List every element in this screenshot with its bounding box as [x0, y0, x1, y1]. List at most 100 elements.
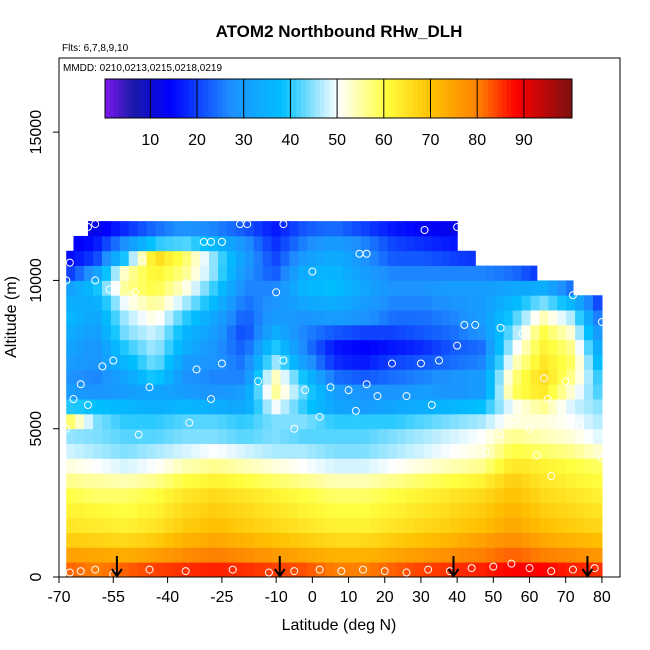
heatmap-cell [503, 547, 514, 563]
heatmap-cell [432, 458, 442, 474]
heatmap-cell [459, 532, 469, 548]
heatmap-cell [218, 310, 228, 326]
heatmap-cell [485, 473, 496, 489]
heatmap-cell [164, 310, 174, 326]
heatmap-cell [414, 235, 424, 252]
heatmap-cell [387, 517, 398, 533]
heatmap-cell [119, 517, 130, 533]
heatmap-cell [548, 310, 558, 326]
data-point [145, 383, 154, 392]
heatmap-cell [387, 221, 398, 237]
heatmap-cell [164, 428, 174, 444]
heatmap-cell [164, 547, 174, 563]
heatmap-cell [512, 562, 523, 578]
heatmap-cell [253, 250, 264, 266]
chart-title: ATOM2 Northbound RHw_DLH [216, 22, 463, 41]
heatmap-cell [280, 517, 291, 533]
heatmap-cell [530, 488, 541, 504]
heatmap-cell [539, 399, 549, 415]
heatmap-cell [244, 562, 255, 578]
heatmap-cell [450, 324, 460, 341]
heatmap-cell [146, 399, 157, 415]
heatmap-cell [66, 413, 76, 430]
heatmap-cell [182, 295, 192, 311]
heatmap-cell [539, 339, 549, 355]
heatmap-cell [271, 369, 282, 385]
heatmap-cell [119, 310, 130, 326]
data-point [228, 565, 237, 574]
heatmap-cell [155, 532, 166, 548]
heatmap-cell [182, 413, 192, 430]
data-point [217, 359, 226, 368]
heatmap-cell [557, 339, 567, 355]
heatmap-cell [530, 458, 541, 474]
heatmap-cell [146, 473, 157, 489]
y-tick-label: 5000 [28, 411, 45, 447]
heatmap-cell [84, 443, 94, 459]
heatmap-cell [226, 250, 237, 266]
heatmap-cell [334, 532, 344, 548]
data-point [344, 386, 353, 395]
heatmap-cell [459, 339, 469, 355]
heatmap-cell [503, 532, 514, 548]
heatmap-cell [494, 324, 505, 341]
heatmap-cell [298, 562, 308, 578]
heatmap-cell [387, 502, 398, 519]
colorbar-segment [352, 79, 358, 118]
heatmap-cell [423, 532, 433, 548]
heatmap-cell [378, 354, 389, 370]
data-point [507, 559, 516, 568]
heatmap-cell [342, 369, 353, 385]
heatmap-cell [334, 250, 344, 266]
arrow-icon [111, 556, 123, 578]
heatmap-cell [351, 295, 362, 311]
heatmap-cell [298, 221, 308, 237]
heatmap-cell [66, 324, 76, 341]
heatmap-cell [557, 369, 567, 385]
data-point [373, 392, 382, 401]
heatmap-cell [530, 562, 541, 578]
heatmap-cell [137, 310, 148, 326]
data-point [568, 565, 577, 574]
colorbar-segment [189, 79, 195, 118]
heatmap-cell [226, 369, 237, 385]
heatmap-cell [414, 502, 424, 519]
heatmap-cell [173, 547, 183, 563]
heatmap-cell [512, 473, 523, 489]
x-axis-label: Latitude (deg N) [282, 617, 397, 634]
colorbar-tick-label: 20 [188, 132, 206, 149]
heatmap-cell [485, 339, 496, 355]
heatmap-cell [396, 324, 407, 341]
heatmap-cell [575, 532, 585, 548]
heatmap-cell [360, 354, 371, 370]
heatmap-cell [101, 384, 112, 400]
heatmap-cell [405, 339, 416, 355]
data-point [145, 565, 154, 574]
data-point [98, 362, 107, 371]
heatmap-cell [539, 354, 549, 370]
y-tick-label: 15000 [28, 110, 45, 155]
heatmap-cell [494, 428, 505, 444]
colorbar-ticks: 10 20 30 40 50 60 70 80 90 [141, 79, 533, 149]
heatmap-cell [405, 473, 416, 489]
heatmap-cell [191, 399, 201, 415]
heatmap-cell [146, 324, 157, 341]
heatmap-cell [307, 517, 317, 533]
heatmap-cell [334, 221, 344, 237]
heatmap-cell [316, 562, 326, 578]
heatmap-cell [271, 443, 282, 459]
heatmap-cell [467, 458, 478, 474]
heatmap-cell [557, 384, 567, 400]
heatmap-cell [289, 369, 299, 385]
heatmap-cell [110, 369, 121, 385]
heatmap-cell [351, 488, 362, 504]
data-point [576, 421, 585, 430]
colorbar-segment [511, 79, 517, 118]
heatmap-cell [155, 324, 166, 341]
heatmap-cell [557, 413, 567, 430]
heatmap-cell [369, 295, 380, 311]
heatmap-cell [387, 295, 398, 311]
heatmap-cell [164, 354, 174, 370]
heatmap-cell [137, 235, 148, 252]
heatmap-cell [110, 324, 121, 341]
